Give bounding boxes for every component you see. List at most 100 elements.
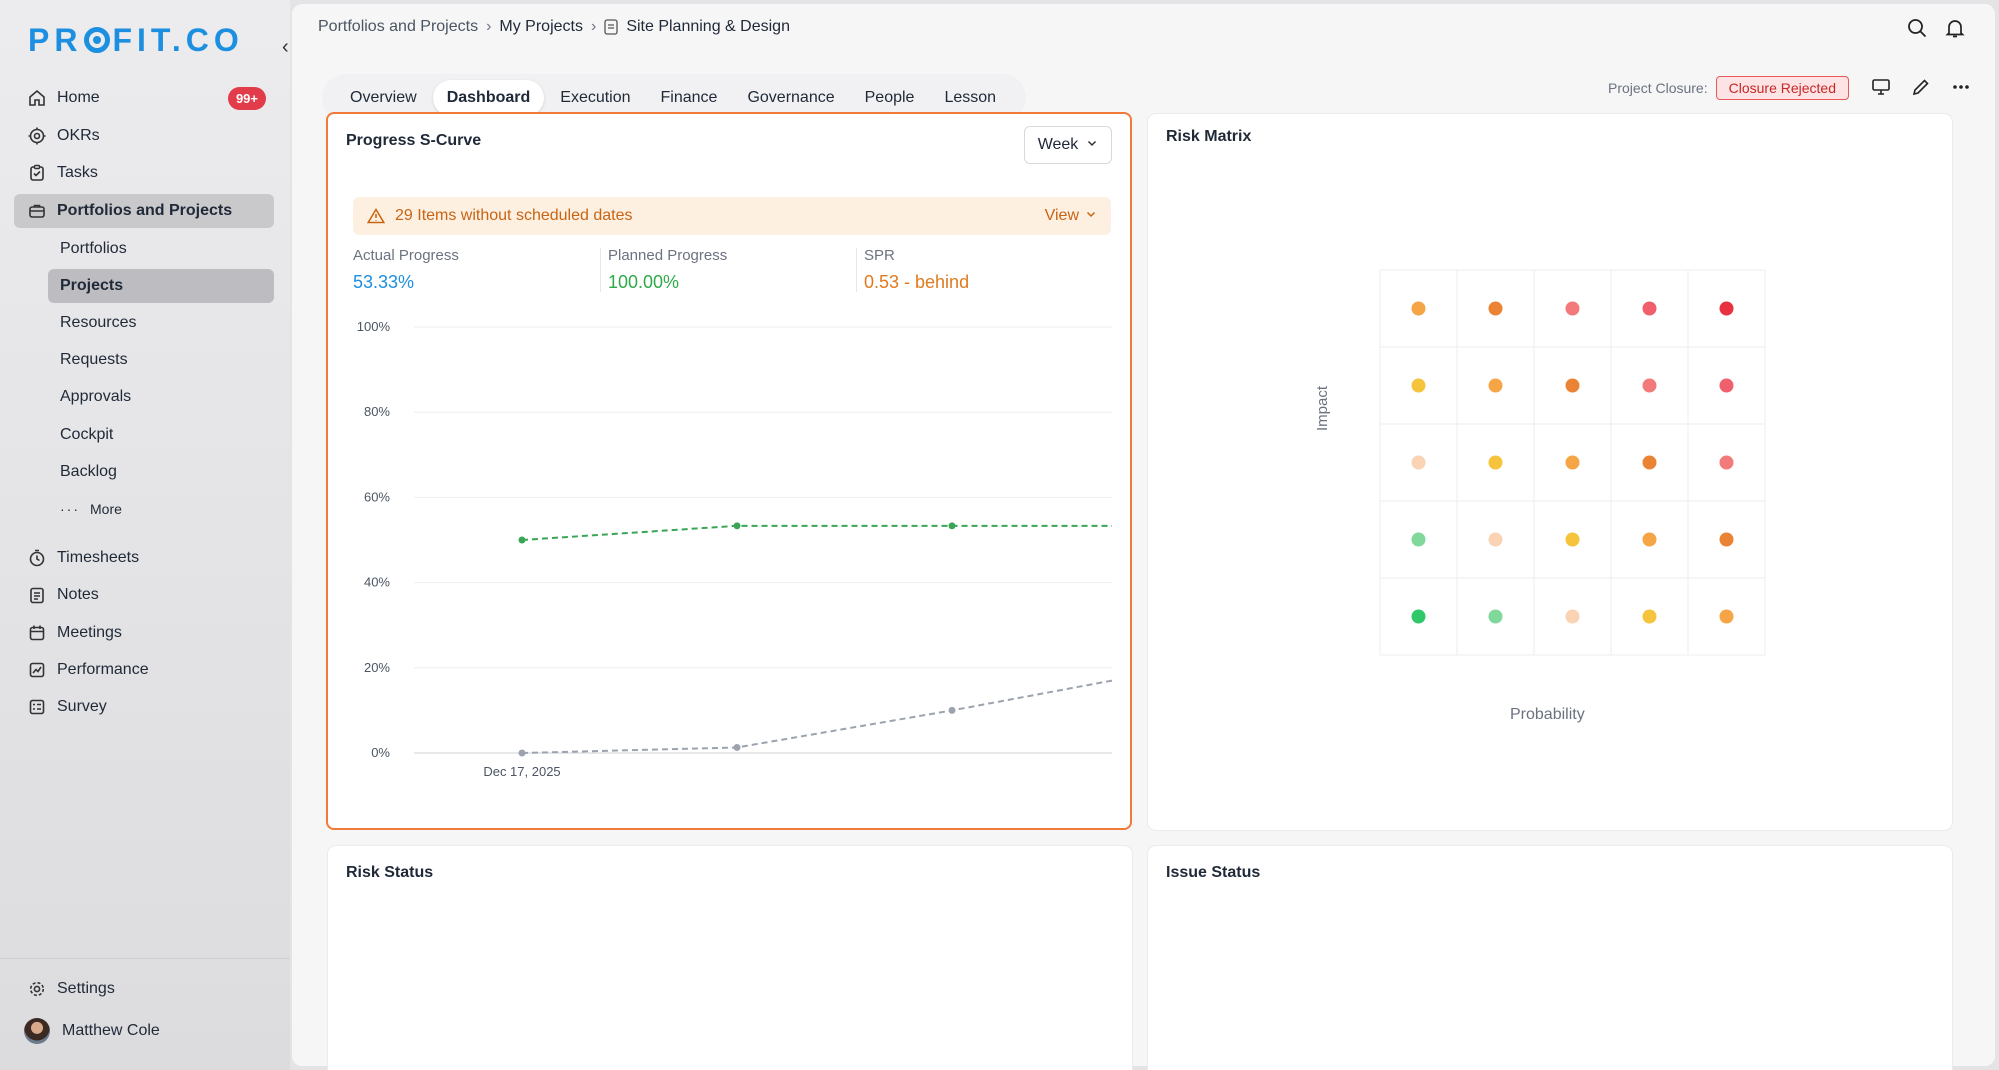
stat-divider — [856, 248, 857, 292]
closure-status-badge[interactable]: Closure Rejected — [1715, 76, 1849, 100]
chevron-left-icon[interactable]: ‹ — [282, 36, 289, 58]
risk-dot[interactable] — [1642, 609, 1657, 624]
risk-dot[interactable] — [1565, 378, 1580, 393]
risk-dot[interactable] — [1642, 455, 1657, 470]
risk-dot[interactable] — [1565, 609, 1580, 624]
data-point[interactable] — [948, 706, 956, 714]
risk-dot[interactable] — [1719, 532, 1734, 547]
y-tick-label: 0% — [371, 745, 390, 760]
risk-dot[interactable] — [1411, 455, 1426, 470]
sidebar-subitem-projects[interactable]: Projects — [48, 269, 274, 303]
breadcrumb-separator: › — [486, 18, 492, 35]
risk-dot[interactable] — [1642, 532, 1657, 547]
tab-execution[interactable]: Execution — [560, 89, 631, 106]
data-point[interactable] — [518, 536, 526, 544]
risk-dot[interactable] — [1488, 455, 1503, 470]
sidebar-item-portfolios-and-projects[interactable]: Portfolios and Projects — [14, 194, 274, 228]
sidebar-item-survey[interactable]: Survey — [14, 690, 274, 724]
scurve-chart: 100% 80% 60% 40% 20% 0% Dec 17, 2025 — [357, 319, 1113, 779]
project-closure: Project Closure: Closure Rejected — [1608, 76, 1971, 100]
tab-lesson[interactable]: Lesson — [944, 89, 997, 106]
sidebar-subitem-cockpit[interactable]: Cockpit — [60, 426, 114, 443]
sidebar-item-label: Timesheets — [57, 549, 140, 566]
breadcrumb-portfolios[interactable]: Portfolios and Projects — [318, 18, 479, 35]
edit-icon[interactable] — [1911, 77, 1931, 100]
risk-dot[interactable] — [1565, 455, 1580, 470]
series-line — [521, 524, 1112, 541]
sidebar-subitem-resources[interactable]: Resources — [60, 314, 137, 331]
tab-finance[interactable]: Finance — [660, 89, 718, 106]
risk-dot[interactable] — [1488, 378, 1503, 393]
risk-dot[interactable] — [1411, 378, 1426, 393]
tab-overview[interactable]: Overview — [350, 89, 417, 106]
sidebar-item-label: Home — [57, 89, 100, 106]
risk-dot[interactable] — [1719, 609, 1734, 624]
stat-value: 0.53 - behind — [864, 272, 970, 292]
logo[interactable]: PR FIT.CO — [28, 22, 244, 58]
more-icon[interactable] — [1951, 77, 1971, 100]
tab-people[interactable]: People — [864, 89, 915, 106]
sidebar-item-label: Performance — [57, 661, 149, 678]
home-icon — [28, 89, 46, 107]
unscheduled-warning: 29 Items without scheduled dates View — [353, 197, 1111, 235]
sidebar-subitem-backlog[interactable]: Backlog — [60, 463, 117, 480]
risk-dot[interactable] — [1411, 532, 1426, 547]
tasks-icon — [28, 164, 46, 182]
risk-dot[interactable] — [1411, 301, 1426, 316]
data-point[interactable] — [948, 522, 956, 530]
sidebar-item-settings[interactable]: Settings — [14, 972, 274, 1006]
more-dots-icon: ··· — [60, 501, 80, 517]
sidebar-item-okrs[interactable]: OKRs — [14, 119, 274, 153]
search-icon[interactable] — [1907, 18, 1927, 43]
breadcrumb: Portfolios and Projects › My Projects › … — [318, 18, 790, 36]
sidebar-item-label: Survey — [57, 698, 107, 715]
sidebar-subitem-requests[interactable]: Requests — [60, 351, 128, 368]
risk-dot[interactable] — [1719, 378, 1734, 393]
view-label: View — [1044, 207, 1079, 224]
sidebar-item-meetings[interactable]: Meetings — [14, 616, 274, 650]
data-point[interactable] — [733, 743, 741, 751]
present-icon[interactable] — [1871, 77, 1891, 100]
risk-status-title: Risk Status — [346, 864, 434, 881]
sidebar-item-label: Tasks — [57, 164, 98, 181]
sidebar-subitem-approvals[interactable]: Approvals — [60, 388, 132, 405]
sidebar: PR FIT.CO ‹ Home 99+ OKRs Tasks Portfolio… — [0, 0, 290, 1070]
risk-dot[interactable] — [1719, 455, 1734, 470]
user-profile[interactable]: Matthew Cole — [14, 1014, 274, 1048]
sidebar-more[interactable]: ··· More — [48, 492, 274, 526]
risk-dot[interactable] — [1488, 301, 1503, 316]
risk-dot[interactable] — [1642, 378, 1657, 393]
closure-label: Project Closure: — [1608, 80, 1708, 96]
y-tick-label: 60% — [364, 489, 390, 504]
risk-dot[interactable] — [1411, 609, 1426, 624]
bell-icon[interactable] — [1945, 18, 1965, 43]
breadcrumb-my-projects[interactable]: My Projects — [499, 18, 583, 35]
sidebar-item-home[interactable]: Home 99+ — [14, 81, 274, 115]
data-point[interactable] — [518, 749, 526, 757]
y-tick-label: 100% — [357, 319, 391, 334]
tab-dashboard[interactable]: Dashboard — [432, 80, 545, 116]
sidebar-subitem-portfolios[interactable]: Portfolios — [60, 240, 127, 257]
view-dropdown[interactable]: View — [1045, 207, 1097, 225]
y-tick-label: 80% — [364, 404, 390, 419]
risk-dot[interactable] — [1642, 301, 1657, 316]
sidebar-item-notes[interactable]: Notes — [14, 578, 274, 612]
sidebar-item-performance[interactable]: Performance — [14, 653, 274, 687]
risk-dot[interactable] — [1565, 301, 1580, 316]
breadcrumb-separator: › — [590, 18, 597, 35]
sidebar-item-tasks[interactable]: Tasks — [14, 156, 274, 190]
risk-dot[interactable] — [1719, 301, 1734, 316]
risk-dot[interactable] — [1565, 532, 1580, 547]
data-point[interactable] — [733, 522, 741, 530]
stat-value: 100.00% — [608, 272, 680, 292]
risk-dot[interactable] — [1488, 609, 1503, 624]
sidebar-item-timesheets[interactable]: Timesheets — [14, 541, 274, 575]
period-select[interactable]: Week — [1024, 126, 1112, 164]
document-icon — [604, 19, 618, 35]
risk-matrix-title: Risk Matrix — [1166, 128, 1252, 145]
scurve-title: Progress S-Curve — [346, 132, 482, 149]
risk-dot[interactable] — [1488, 532, 1503, 547]
tab-governance[interactable]: Governance — [747, 89, 835, 106]
sidebar-item-label: Notes — [57, 586, 99, 603]
main-content: Portfolios and Projects › My Projects › … — [292, 4, 1995, 1070]
